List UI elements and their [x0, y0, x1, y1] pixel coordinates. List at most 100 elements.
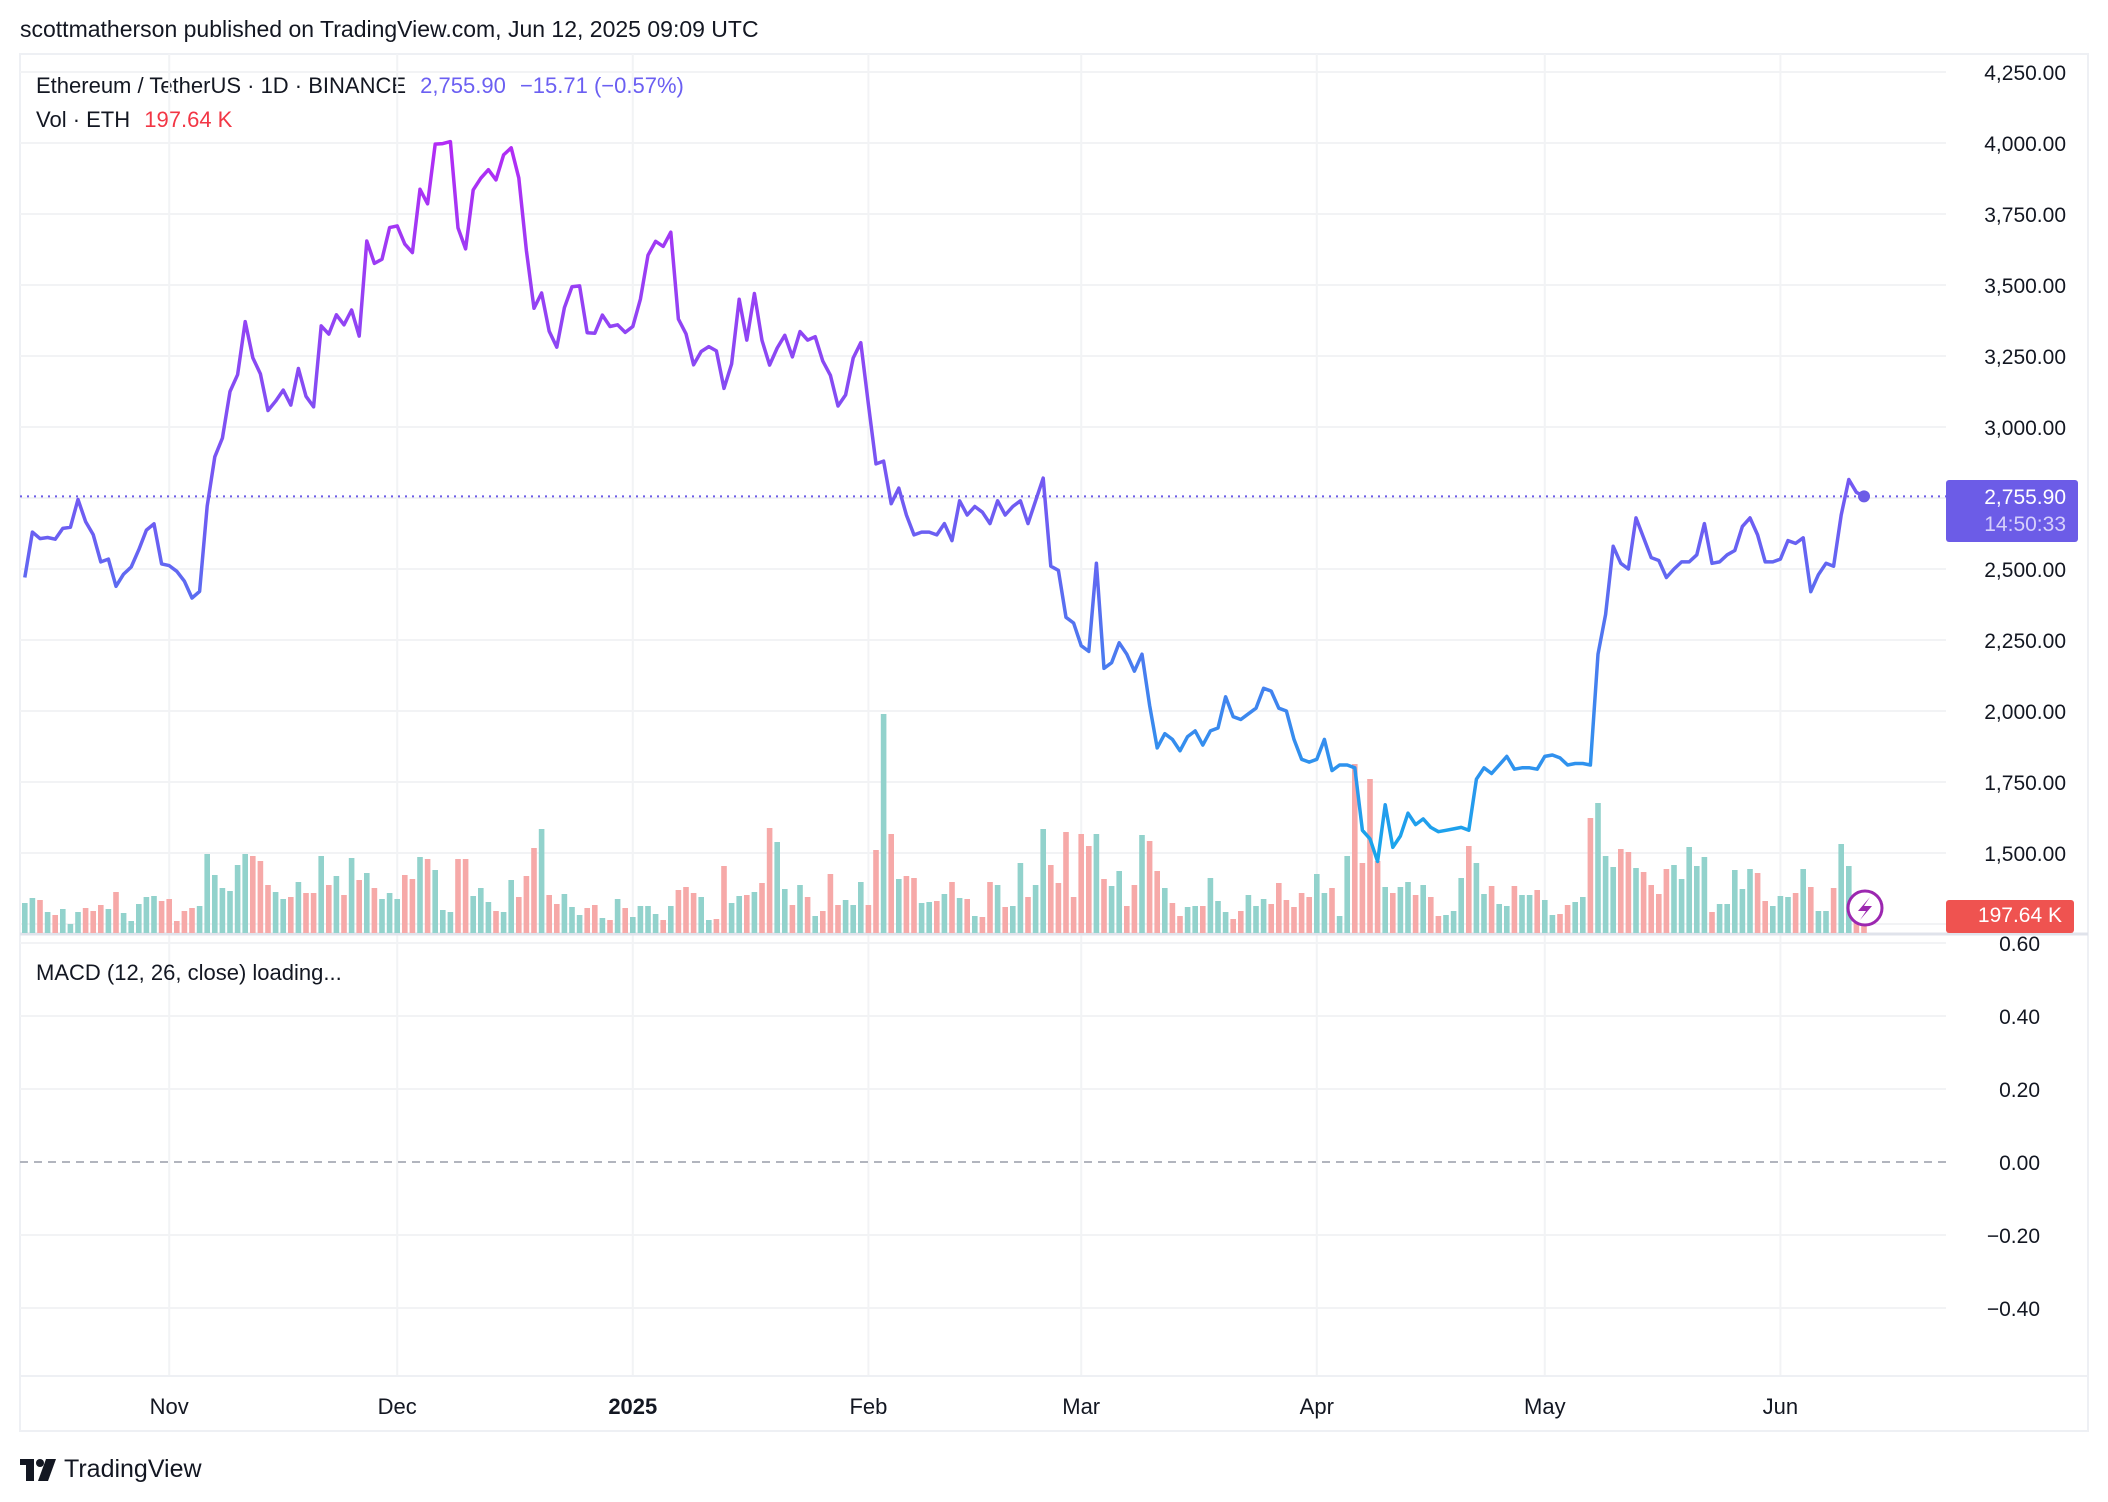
volume-bar: [1321, 893, 1328, 933]
volume-bar: [903, 876, 910, 933]
volume-bar: [1496, 904, 1502, 933]
volume-bar: [158, 901, 165, 933]
volume-bar: [288, 897, 294, 933]
volume-bar: [1101, 879, 1107, 933]
volume-bar: [500, 912, 507, 933]
volume-bar: [295, 882, 302, 933]
volume-bar: [1283, 900, 1290, 933]
volume-bar: [652, 914, 659, 933]
volume-bar: [1162, 888, 1168, 933]
last-price-dot: [1858, 490, 1870, 503]
volume-bar: [219, 888, 226, 933]
volume-bar: [1268, 904, 1274, 933]
volume-bar: [1352, 764, 1358, 933]
volume-bar: [181, 911, 188, 933]
volume-bar: [850, 905, 856, 933]
volume-legend: Vol · ETH 197.64 K: [36, 107, 240, 133]
volume-bar: [1656, 894, 1662, 933]
volume-bar: [1032, 885, 1039, 933]
volume-bar: [1260, 899, 1267, 933]
price-tick-label: 2,250.00: [1984, 630, 2066, 653]
volume-bar: [660, 920, 666, 933]
volume-bar: [865, 905, 872, 933]
tradingview-logo[interactable]: TradingView: [20, 1455, 202, 1484]
volume-bar: [356, 880, 362, 933]
volume-bar: [136, 904, 142, 933]
volume-bar: [432, 870, 438, 933]
volume-bar: [721, 866, 727, 933]
volume-bar: [1739, 889, 1746, 933]
volume-bar: [1131, 885, 1138, 933]
volume-bar: [394, 899, 400, 933]
price-tick-label: 1,750.00: [1984, 772, 2066, 795]
volume-bar: [1025, 897, 1031, 933]
volume-bar: [1435, 916, 1442, 933]
volume-bar: [1002, 907, 1008, 933]
grid-lines: [19, 53, 2089, 1432]
volume-bar: [113, 892, 119, 933]
volume-bar: [1823, 911, 1829, 933]
volume-bar: [440, 910, 446, 933]
volume-bar: [690, 893, 697, 933]
volume-bar: [713, 919, 720, 933]
volume-bar: [804, 897, 811, 933]
bar-countdown: 14:50:33: [1984, 513, 2066, 536]
volume-bar: [1709, 912, 1715, 933]
time-tick-label: 2025: [608, 1394, 657, 1419]
volume-bar: [645, 906, 651, 933]
volume-bar: [1359, 863, 1366, 933]
volume-bar: [858, 882, 864, 933]
volume-bar: [1830, 888, 1837, 933]
volume-bar: [379, 899, 385, 933]
volume-bar: [569, 907, 575, 933]
volume-bar: [82, 908, 89, 933]
symbol-title[interactable]: Ethereum / TetherUS · 1D · BINANCE: [36, 73, 407, 98]
volume-bar: [303, 893, 309, 933]
volume-bar: [1070, 897, 1077, 933]
price-series: [20, 139, 1946, 864]
flash-icon[interactable]: [1846, 889, 1884, 927]
volume-bar: [272, 892, 279, 933]
volume-bar: [1488, 886, 1495, 933]
volume-bar: [1215, 901, 1221, 933]
volume-bar: [75, 912, 81, 933]
volume-bar: [607, 920, 613, 933]
volume-bar: [1367, 779, 1373, 933]
volume-bar: [1230, 919, 1236, 933]
volume-bar: [470, 896, 476, 933]
volume-bar: [1017, 863, 1024, 933]
volume-bar: [1701, 857, 1708, 933]
volume-title[interactable]: Vol · ETH: [36, 107, 131, 132]
volume-bar: [257, 861, 264, 933]
volume-bar: [812, 916, 818, 933]
volume-bar: [1329, 888, 1335, 933]
volume-bar: [120, 913, 127, 933]
volume-bar: [1139, 835, 1145, 933]
volume-bar: [1063, 832, 1069, 933]
volume-bar: [128, 921, 134, 933]
volume-bar: [1648, 885, 1654, 933]
volume-bar: [1678, 879, 1685, 933]
time-tick-label: Feb: [849, 1394, 887, 1419]
price-tick-label: 3,250.00: [1984, 346, 2066, 369]
price-tick-label: 3,750.00: [1984, 204, 2066, 227]
volume-bar: [105, 909, 112, 933]
volume-bar: [668, 906, 674, 933]
symbol-legend: Ethereum / TetherUS · 1D · BINANCE 2,755…: [36, 73, 692, 99]
time-tick-label: Dec: [378, 1394, 417, 1419]
macd-title[interactable]: MACD (12, 26, close) loading...: [36, 960, 342, 985]
volume-bar: [402, 875, 408, 933]
volume-bar: [44, 912, 51, 933]
volume-bar: [386, 893, 393, 933]
volume-bar: [1146, 841, 1153, 933]
volume-bar: [1716, 904, 1723, 933]
axes: Nov Dec 2025 Feb Mar Apr May Jun 0.60 0.40 0.20 0.0…: [150, 62, 2066, 1419]
volume-bar: [1663, 869, 1670, 933]
volume-bar: [1390, 893, 1396, 933]
volume-bar: [683, 887, 689, 933]
volume-bar: [926, 902, 932, 933]
volume-bar: [1184, 907, 1191, 933]
volume-bar: [1815, 911, 1822, 933]
volume-bar: [1397, 887, 1404, 933]
